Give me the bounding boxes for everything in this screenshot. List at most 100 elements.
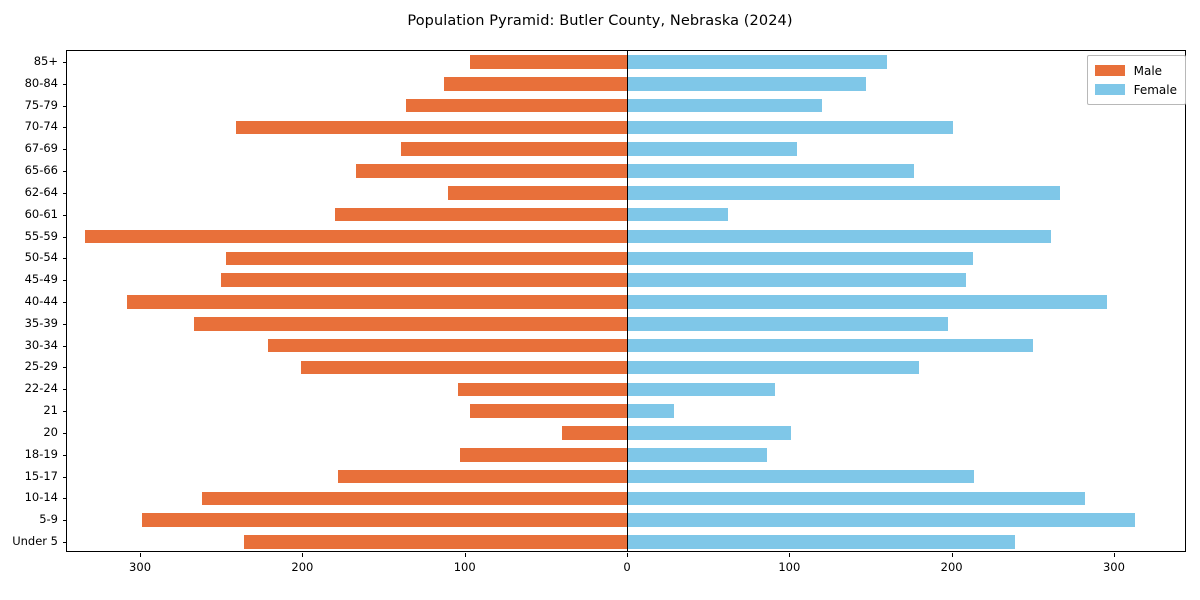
bar-male[interactable]	[401, 142, 627, 156]
x-axis-tick-label: 0	[623, 560, 631, 574]
chart-title: Population Pyramid: Butler County, Nebra…	[407, 13, 793, 29]
x-axis-tick	[951, 553, 953, 557]
bar-male[interactable]	[201, 491, 627, 506]
y-axis-tick-label: 80-84	[24, 75, 58, 90]
y-axis-tick	[63, 83, 67, 85]
bar-male[interactable]	[334, 207, 627, 222]
bar-male[interactable]	[84, 229, 627, 244]
y-axis-tick	[63, 214, 67, 216]
legend-entry[interactable]: Female	[1094, 80, 1177, 99]
bar-row	[67, 98, 1185, 113]
bar-female[interactable]	[627, 273, 967, 287]
y-axis-tick-label: 45-49	[24, 272, 58, 287]
bar-male[interactable]	[443, 76, 627, 91]
bar-female[interactable]	[627, 382, 775, 397]
bar-male[interactable]	[469, 55, 627, 69]
x-axis-tick	[302, 553, 304, 557]
bar-male[interactable]	[562, 426, 627, 440]
bar-female[interactable]	[627, 207, 728, 222]
bar-row	[67, 317, 1185, 331]
bar-female[interactable]	[627, 98, 822, 113]
y-axis-tick	[63, 476, 67, 478]
y-axis-tick	[63, 192, 67, 194]
y-axis-tick	[63, 345, 67, 347]
legend-swatch-icon	[1094, 84, 1125, 95]
bar-male[interactable]	[459, 448, 627, 462]
chart-legend[interactable]: Male Female	[1086, 55, 1186, 105]
y-axis-tick-label: 40-44	[24, 294, 58, 308]
bar-female[interactable]	[627, 55, 887, 69]
y-axis-tick-label: 10-14	[24, 490, 58, 505]
bar-male[interactable]	[406, 98, 627, 113]
plot-area: 300 200 100 0 100 200 300	[63, 50, 1186, 574]
y-axis-tick-label: 21	[43, 403, 58, 418]
bar-male[interactable]	[448, 186, 627, 200]
bar-male[interactable]	[268, 338, 627, 353]
bar-male[interactable]	[458, 382, 627, 397]
bar-male[interactable]	[469, 404, 627, 418]
bar-male[interactable]	[141, 513, 627, 528]
bar-row	[67, 360, 1185, 375]
bar-female[interactable]	[627, 317, 949, 331]
bar-male[interactable]	[235, 120, 627, 135]
y-axis-tick-label: 25-29	[24, 359, 58, 374]
y-axis-tick-label: Under 5	[12, 534, 58, 549]
x-axis-tick-label: 300	[129, 560, 152, 574]
bar-female[interactable]	[627, 186, 1061, 200]
bar-female[interactable]	[627, 164, 915, 178]
bar-row	[67, 186, 1185, 200]
bar-female[interactable]	[627, 448, 767, 462]
x-axis-tick-label: 100	[453, 560, 476, 574]
x-axis-tick	[464, 553, 466, 557]
bar-male[interactable]	[221, 273, 627, 287]
bar-male[interactable]	[243, 535, 627, 549]
y-axis-tick	[63, 454, 67, 456]
bars-layer	[67, 51, 1185, 551]
bar-row	[67, 120, 1185, 135]
y-axis-tick-label: 62-64	[24, 184, 58, 199]
bar-male[interactable]	[127, 295, 627, 309]
bar-male[interactable]	[300, 360, 627, 375]
y-axis-tick	[63, 105, 67, 107]
bar-male[interactable]	[355, 164, 627, 178]
y-axis-tick-label: 5-9	[39, 512, 58, 527]
bar-row	[67, 295, 1185, 309]
bar-female[interactable]	[627, 338, 1033, 353]
y-axis-tick	[63, 411, 67, 413]
y-axis-tick	[63, 149, 67, 151]
bar-row	[67, 513, 1185, 528]
bar-male[interactable]	[338, 469, 627, 484]
bar-row	[67, 535, 1185, 549]
y-axis-tick	[63, 323, 67, 325]
bar-female[interactable]	[627, 426, 791, 440]
bar-female[interactable]	[627, 120, 954, 135]
y-axis-tick	[63, 542, 67, 544]
y-axis-tick-label: 75-79	[24, 97, 58, 112]
bar-female[interactable]	[627, 469, 975, 484]
x-axis-tick	[140, 553, 142, 557]
bar-female[interactable]	[627, 513, 1136, 528]
bar-row	[67, 404, 1185, 418]
bar-female[interactable]	[627, 295, 1108, 309]
y-axis-tick-label: 50-54	[24, 250, 58, 265]
bar-male[interactable]	[193, 317, 627, 331]
bar-female[interactable]	[627, 76, 866, 91]
bar-male[interactable]	[226, 251, 627, 266]
y-axis-tick-label: 60-61	[24, 206, 58, 221]
x-axis-tick-label: 200	[940, 560, 963, 574]
bar-row	[67, 448, 1185, 462]
y-axis-tick-label: 20	[43, 424, 58, 439]
bar-female[interactable]	[627, 142, 798, 156]
x-axis-tick-label: 200	[291, 560, 314, 574]
bar-female[interactable]	[627, 251, 973, 266]
legend-entry[interactable]: Male	[1094, 61, 1177, 80]
bar-female[interactable]	[627, 491, 1085, 506]
y-axis-tick-label: 18-19	[24, 446, 58, 461]
bar-female[interactable]	[627, 360, 920, 375]
bar-female[interactable]	[627, 229, 1051, 244]
y-axis-tick-label: 15-17	[24, 468, 58, 483]
bar-row	[67, 382, 1185, 397]
bar-female[interactable]	[627, 404, 675, 418]
bar-female[interactable]	[627, 535, 1015, 549]
